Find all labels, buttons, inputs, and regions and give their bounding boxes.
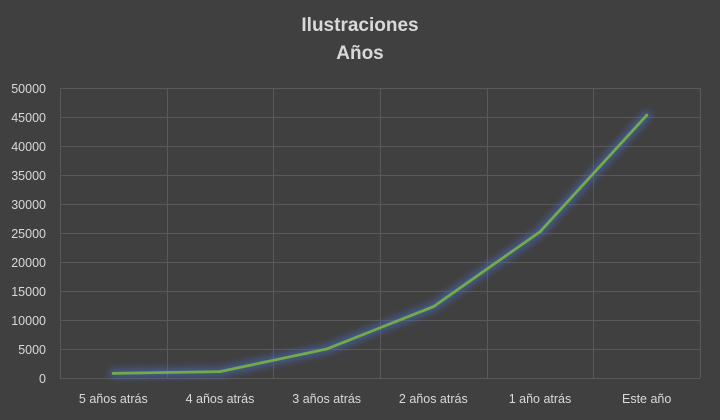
y-tick-label: 5000 — [18, 343, 46, 357]
chart-title-block: Ilustraciones Años — [0, 12, 720, 68]
x-tick-label: 3 años atrás — [292, 392, 361, 406]
x-tick-label: 1 año atrás — [509, 392, 572, 406]
data-point — [218, 370, 222, 374]
y-tick-label: 20000 — [11, 256, 46, 270]
x-tick-label: 4 años atrás — [186, 392, 255, 406]
y-tick-label: 50000 — [11, 82, 46, 96]
chart-subtitle: Años — [336, 43, 384, 64]
series-line — [111, 113, 649, 375]
y-tick-label: 0 — [39, 372, 46, 386]
x-tick-label: 5 años atrás — [79, 392, 148, 406]
data-point — [111, 371, 115, 375]
y-tick-label: 30000 — [11, 198, 46, 212]
data-point — [645, 113, 649, 117]
x-tick-label: 2 años atrás — [399, 392, 468, 406]
series-layer — [108, 110, 652, 378]
y-tick-label: 25000 — [11, 227, 46, 241]
y-tick-label: 40000 — [11, 140, 46, 154]
y-tick-label: 15000 — [11, 285, 46, 299]
y-tick-label: 45000 — [11, 111, 46, 125]
data-point — [431, 305, 435, 309]
x-tick-label: Este año — [622, 392, 671, 406]
y-tick-label: 10000 — [11, 314, 46, 328]
data-point — [325, 347, 329, 351]
axis-labels: 0 5000 10000 15000 20000 25000 30000 35000 40000… — [11, 82, 671, 406]
chart-title: Ilustraciones — [301, 15, 419, 36]
y-tick-label: 35000 — [11, 169, 46, 183]
gridlines — [60, 88, 701, 379]
data-point — [538, 230, 542, 234]
